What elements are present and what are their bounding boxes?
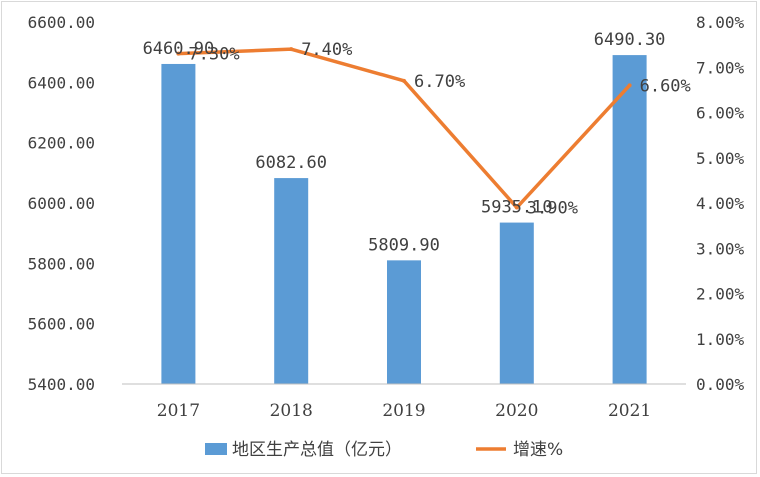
right-tick-label: 8.00% <box>696 13 745 32</box>
bar-data-label: 5935.10 <box>481 198 553 218</box>
bar-2018 <box>274 178 309 384</box>
legend-label-bar: 地区生产总值（亿元） <box>232 440 402 460</box>
x-tick-label-2017: 2017 <box>157 401 200 421</box>
line-data-label: 3.90% <box>527 199 578 219</box>
growth-point-2017 <box>176 51 181 56</box>
bar-data-label: 6082.60 <box>255 153 327 173</box>
legend-swatch-bar <box>205 443 227 455</box>
bar-series <box>161 55 647 385</box>
x-tick-label-2021: 2021 <box>608 401 651 421</box>
legend-label-line: 增速% <box>513 440 563 460</box>
bar-2017 <box>161 63 196 385</box>
bar-2020 <box>499 222 534 384</box>
right-axis-ticks: 8.00% 7.00% 6.00% 5.00% 4.00% 3.00% 2.00% 1.00%… <box>696 13 745 394</box>
line-data-label: 6.70% <box>414 72 465 92</box>
line-data-label: 7.30% <box>188 45 239 65</box>
line-data-label: 6.60% <box>640 76 691 96</box>
x-tick-label-2018: 2018 <box>270 401 313 421</box>
right-tick-label: 1.00% <box>696 330 745 349</box>
right-tick-label: 4.00% <box>696 194 745 213</box>
bar-data-label: 6490.30 <box>594 30 666 50</box>
right-tick-label: 2.00% <box>696 285 745 304</box>
bar-2021 <box>612 55 647 384</box>
left-tick-label: 5400.00 <box>28 375 95 394</box>
growth-point-2020 <box>514 205 519 210</box>
bar-data-labels: 6460.90 6082.60 5809.90 5935.10 6490.30 <box>143 30 666 255</box>
right-tick-label: 3.00% <box>696 239 745 258</box>
x-tick-label-2020: 2020 <box>495 401 538 421</box>
bar-2019 <box>387 260 421 384</box>
bar-data-label: 5809.90 <box>368 235 440 255</box>
right-tick-label: 7.00% <box>696 58 745 77</box>
left-tick-label: 6200.00 <box>28 134 95 153</box>
legend: 地区生产总值（亿元） 增速% <box>205 440 563 460</box>
left-tick-label: 5800.00 <box>28 254 95 273</box>
right-tick-label: 0.00% <box>696 375 745 394</box>
growth-line <box>176 47 632 210</box>
left-tick-label: 6000.00 <box>28 194 95 213</box>
right-tick-label: 5.00% <box>696 149 745 168</box>
growth-point-2018 <box>289 47 294 52</box>
left-tick-label: 6400.00 <box>28 73 95 92</box>
left-tick-label: 5600.00 <box>28 315 95 334</box>
left-tick-label: 6600.00 <box>28 13 95 32</box>
line-data-labels: 7.30% 7.40% 6.70% 3.90% 6.60% <box>188 40 690 218</box>
line-series <box>176 47 632 210</box>
line-data-label: 7.40% <box>301 40 352 60</box>
x-tick-label-2019: 2019 <box>382 401 425 421</box>
growth-point-2019 <box>402 78 406 83</box>
right-tick-label: 6.00% <box>696 104 745 123</box>
left-axis-ticks: 6600.00 6400.00 6200.00 6000.00 5800.00 5600.… <box>28 13 95 394</box>
bar-data-label: 6460.90 <box>143 39 215 59</box>
growth-point-2021 <box>627 83 632 88</box>
x-axis-categories: 2017 2018 2019 2020 2021 <box>157 401 651 421</box>
